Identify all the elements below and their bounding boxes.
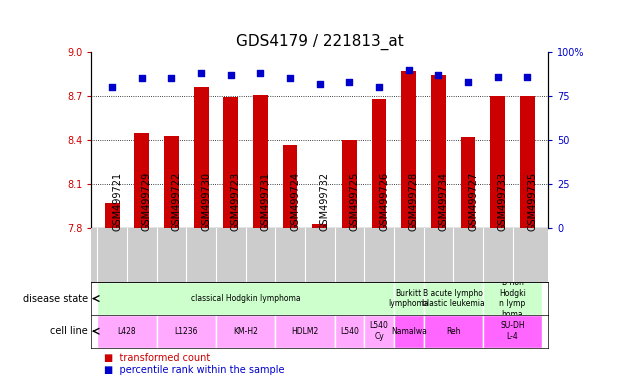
- Point: [196, 70, 206, 76]
- Bar: [193, 87, 209, 228]
- Text: Namalwa: Namalwa: [391, 327, 427, 336]
- Text: GSM499722: GSM499722: [171, 172, 181, 231]
- Bar: [97, 315, 157, 348]
- Text: GSM499726: GSM499726: [379, 172, 389, 231]
- Point: [255, 70, 265, 76]
- Text: cell line: cell line: [50, 326, 88, 336]
- Text: GSM499725: GSM499725: [350, 172, 359, 231]
- Text: HDLM2: HDLM2: [291, 327, 319, 336]
- Point: [493, 73, 503, 79]
- Text: SU-DH
L-4: SU-DH L-4: [500, 321, 525, 341]
- Text: Burkitt
lymphoma: Burkitt lymphoma: [388, 289, 429, 308]
- Text: GSM499724: GSM499724: [290, 172, 300, 231]
- Point: [345, 79, 355, 85]
- Text: L540: L540: [340, 327, 359, 336]
- Text: GSM499727: GSM499727: [468, 172, 478, 231]
- Point: [433, 72, 444, 78]
- Text: GSM499734: GSM499734: [438, 172, 449, 231]
- Text: ■  transformed count: ■ transformed count: [104, 353, 210, 362]
- Bar: [283, 145, 297, 228]
- Text: GSM499735: GSM499735: [527, 172, 537, 231]
- Point: [315, 81, 325, 87]
- Text: GSM499729: GSM499729: [142, 172, 152, 231]
- Bar: [431, 75, 446, 228]
- Text: disease state: disease state: [23, 293, 88, 304]
- Bar: [483, 315, 542, 348]
- Bar: [342, 140, 357, 228]
- Bar: [401, 71, 416, 228]
- Bar: [97, 282, 394, 315]
- Point: [522, 73, 532, 79]
- Text: L1236: L1236: [175, 327, 198, 336]
- Bar: [520, 96, 535, 228]
- Point: [285, 75, 295, 81]
- Bar: [423, 315, 483, 348]
- Text: B acute lympho
blastic leukemia: B acute lympho blastic leukemia: [422, 289, 484, 308]
- Title: GDS4179 / 221813_at: GDS4179 / 221813_at: [236, 34, 404, 50]
- Text: GSM499731: GSM499731: [260, 172, 270, 231]
- Bar: [223, 98, 238, 228]
- Point: [166, 75, 176, 81]
- Bar: [394, 282, 423, 315]
- Bar: [461, 137, 476, 228]
- Point: [137, 75, 147, 81]
- Text: L428: L428: [118, 327, 136, 336]
- Bar: [364, 315, 394, 348]
- Bar: [483, 282, 542, 315]
- Point: [107, 84, 117, 90]
- Text: L540
Cy: L540 Cy: [370, 321, 389, 341]
- Text: GSM499730: GSM499730: [201, 172, 211, 231]
- Point: [374, 84, 384, 90]
- Point: [226, 72, 236, 78]
- Text: KM-H2: KM-H2: [233, 327, 258, 336]
- Text: GSM499733: GSM499733: [498, 172, 508, 231]
- Bar: [253, 94, 268, 228]
- Bar: [105, 204, 120, 228]
- Bar: [275, 315, 335, 348]
- Point: [404, 66, 414, 73]
- Text: GSM499728: GSM499728: [409, 172, 419, 231]
- Bar: [490, 96, 505, 228]
- Text: GSM499732: GSM499732: [320, 172, 329, 231]
- Point: [463, 79, 473, 85]
- Text: classical Hodgkin lymphoma: classical Hodgkin lymphoma: [191, 294, 301, 303]
- Bar: [335, 315, 364, 348]
- Text: B non
Hodgki
n lymp
homa: B non Hodgki n lymp homa: [499, 278, 526, 319]
- Bar: [164, 136, 179, 228]
- Text: Reh: Reh: [446, 327, 461, 336]
- Text: GSM499721: GSM499721: [112, 172, 122, 231]
- Bar: [312, 224, 327, 228]
- Bar: [372, 99, 386, 228]
- Text: ■  percentile rank within the sample: ■ percentile rank within the sample: [104, 364, 285, 375]
- Bar: [157, 315, 216, 348]
- Bar: [134, 133, 149, 228]
- Text: GSM499723: GSM499723: [231, 172, 241, 231]
- Bar: [423, 282, 483, 315]
- Bar: [216, 315, 275, 348]
- Bar: [394, 315, 423, 348]
